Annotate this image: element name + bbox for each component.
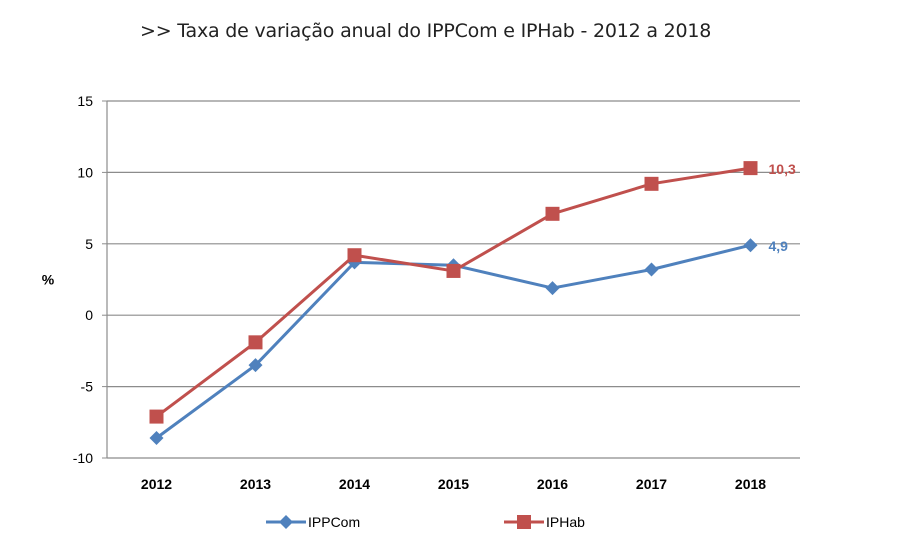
data-point-iphab — [248, 335, 263, 350]
data-point-ippcom — [644, 262, 659, 277]
data-point-iphab — [545, 206, 560, 221]
data-point-iphab — [743, 161, 758, 176]
x-tick-label: 2016 — [537, 476, 568, 492]
series-group — [149, 161, 758, 446]
y-tick-label: 10 — [77, 164, 93, 180]
legend-marker-ippcom — [279, 515, 293, 529]
y-tick-label: -5 — [81, 379, 94, 395]
x-tick-label: 2013 — [240, 476, 271, 492]
y-tick-label: 0 — [85, 307, 93, 323]
x-tick-label: 2015 — [438, 476, 469, 492]
legend-item-iphab: IPHab — [504, 514, 585, 530]
y-tick-label: -10 — [73, 450, 93, 466]
x-tick-label: 2012 — [141, 476, 172, 492]
legend-label-ippcom: IPPCom — [308, 514, 360, 530]
gridlines — [107, 100, 800, 459]
series-iphab — [149, 161, 758, 424]
x-tick-label: 2014 — [339, 476, 370, 492]
data-point-iphab — [644, 176, 659, 191]
legend-marker-iphab — [517, 515, 531, 529]
y-axis-label: % — [42, 272, 55, 288]
data-labels: 4,9 10,3 — [769, 161, 796, 254]
data-point-ippcom — [248, 358, 263, 373]
legend-label-iphab: IPHab — [546, 514, 585, 530]
series-line-iphab — [155, 166, 751, 418]
y-tick-label: 15 — [77, 93, 93, 109]
data-point-iphab — [446, 263, 461, 278]
data-point-ippcom — [545, 281, 560, 296]
x-tick-label: 2018 — [735, 476, 766, 492]
axes: -10 -5 0 5 10 15% 2012 2013 2014 2015 2016 2017 2018 — [42, 93, 767, 492]
data-point-iphab — [149, 409, 164, 424]
chart-title: >> Taxa de variação anual do IPPCom e IP… — [140, 20, 712, 42]
y-tick-label: 5 — [85, 236, 93, 252]
legend: IPPCom IPHab — [266, 514, 585, 530]
data-label-iphab: 10,3 — [769, 161, 796, 177]
x-tick-label: 2017 — [636, 476, 667, 492]
data-point-ippcom — [149, 431, 164, 446]
data-point-ippcom — [743, 238, 758, 253]
data-point-iphab — [347, 248, 362, 263]
data-label-ippcom: 4,9 — [769, 238, 789, 254]
legend-item-ippcom: IPPCom — [266, 514, 360, 530]
